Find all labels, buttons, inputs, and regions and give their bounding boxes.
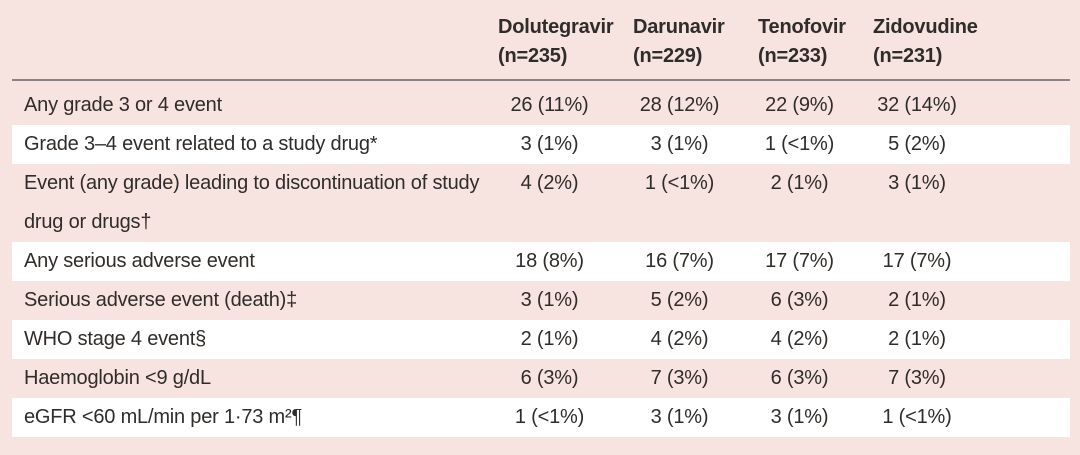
value-cell: 28 (12%) bbox=[639, 94, 720, 116]
spacer-cell bbox=[985, 164, 1070, 242]
value-cell: 2 (1%) bbox=[888, 289, 946, 311]
value-cell: 6 (3%) bbox=[770, 367, 829, 389]
drug-name: Zidovudine bbox=[873, 16, 978, 38]
n-count: (n=235) bbox=[498, 45, 568, 67]
column-header-tenofovir: Tenofovir (n=233) bbox=[750, 0, 865, 81]
row-label: Any grade 3 or 4 event bbox=[24, 94, 222, 116]
n-count: (n=229) bbox=[633, 45, 703, 67]
table-row: WHO stage 4 event§ 2 (1%) 4 (2%) 4 (2%) … bbox=[12, 320, 1070, 359]
spacer-cell bbox=[985, 281, 1070, 320]
value-cell: 16 (7%) bbox=[625, 242, 750, 281]
value-cell: 18 (8%) bbox=[490, 242, 625, 281]
value-cell: 17 (7%) bbox=[750, 242, 865, 281]
spacer-cell bbox=[985, 125, 1070, 164]
spacer-cell bbox=[985, 80, 1070, 125]
value-cell: 2 (1%) bbox=[490, 320, 625, 359]
value-cell: 6 (3%) bbox=[770, 289, 829, 311]
n-count: (n=233) bbox=[758, 45, 828, 67]
value-cell: 7 (3%) bbox=[888, 367, 946, 389]
header-spacer-cell bbox=[985, 0, 1070, 81]
header-empty-cell bbox=[12, 0, 490, 81]
table-row: Event (any grade) leading to discontinua… bbox=[12, 164, 1070, 242]
value-cell: 4 (2%) bbox=[625, 320, 750, 359]
value-cell: 1 (<1%) bbox=[644, 172, 715, 194]
table-header: Dolutegravir (n=235) Darunavir (n=229) T… bbox=[12, 0, 1070, 81]
drug-name: Tenofovir bbox=[758, 16, 846, 38]
header-row: Dolutegravir (n=235) Darunavir (n=229) T… bbox=[12, 0, 1070, 81]
spacer-cell bbox=[985, 242, 1070, 281]
row-label: Grade 3–4 event related to a study drug* bbox=[12, 125, 490, 164]
value-cell: 32 (14%) bbox=[877, 94, 957, 116]
table-row: Haemoglobin <9 g/dL 6 (3%) 7 (3%) 6 (3%)… bbox=[12, 359, 1070, 398]
value-cell: 4 (2%) bbox=[750, 320, 865, 359]
drug-name: Darunavir bbox=[633, 16, 725, 38]
table-body: Any grade 3 or 4 event 26 (11%) 28 (12%)… bbox=[12, 80, 1070, 437]
row-label: Any serious adverse event bbox=[12, 242, 490, 281]
value-cell: 3 (1%) bbox=[888, 172, 946, 194]
value-cell: 3 (1%) bbox=[750, 398, 865, 437]
spacer-cell bbox=[985, 359, 1070, 398]
adverse-events-table: Dolutegravir (n=235) Darunavir (n=229) T… bbox=[12, 0, 1070, 437]
adverse-events-table-container: Dolutegravir (n=235) Darunavir (n=229) T… bbox=[12, 0, 1070, 437]
value-cell: 3 (1%) bbox=[625, 125, 750, 164]
value-cell: 17 (7%) bbox=[865, 242, 985, 281]
value-cell: 4 (2%) bbox=[520, 172, 579, 194]
value-cell: 1 (<1%) bbox=[865, 398, 985, 437]
row-label: Event (any grade) leading to discontinua… bbox=[24, 172, 480, 233]
value-cell: 3 (1%) bbox=[520, 289, 579, 311]
column-header-dolutegravir: Dolutegravir (n=235) bbox=[490, 0, 625, 81]
table-row: Any grade 3 or 4 event 26 (11%) 28 (12%)… bbox=[12, 80, 1070, 125]
column-header-zidovudine: Zidovudine (n=231) bbox=[865, 0, 985, 81]
value-cell: 3 (1%) bbox=[490, 125, 625, 164]
row-label: Serious adverse event (death)‡ bbox=[24, 289, 298, 311]
table-row: eGFR <60 mL/min per 1·73 m²¶ 1 (<1%) 3 (… bbox=[12, 398, 1070, 437]
value-cell: 1 (<1%) bbox=[490, 398, 625, 437]
value-cell: 2 (1%) bbox=[770, 172, 829, 194]
value-cell: 3 (1%) bbox=[625, 398, 750, 437]
column-header-darunavir: Darunavir (n=229) bbox=[625, 0, 750, 81]
value-cell: 7 (3%) bbox=[650, 367, 709, 389]
n-count: (n=231) bbox=[873, 45, 943, 67]
drug-name: Dolutegravir bbox=[498, 16, 614, 38]
spacer-cell bbox=[985, 398, 1070, 437]
value-cell: 5 (2%) bbox=[865, 125, 985, 164]
row-label: Haemoglobin <9 g/dL bbox=[24, 367, 211, 389]
row-label: eGFR <60 mL/min per 1·73 m²¶ bbox=[12, 398, 490, 437]
value-cell: 1 (<1%) bbox=[750, 125, 865, 164]
table-row: Serious adverse event (death)‡ 3 (1%) 5 … bbox=[12, 281, 1070, 320]
value-cell: 26 (11%) bbox=[510, 94, 589, 116]
spacer-cell bbox=[985, 320, 1070, 359]
table-row: Grade 3–4 event related to a study drug*… bbox=[12, 125, 1070, 164]
table-row: Any serious adverse event 18 (8%) 16 (7%… bbox=[12, 242, 1070, 281]
value-cell: 2 (1%) bbox=[865, 320, 985, 359]
value-cell: 6 (3%) bbox=[520, 367, 579, 389]
row-label: WHO stage 4 event§ bbox=[12, 320, 490, 359]
value-cell: 22 (9%) bbox=[765, 94, 834, 116]
value-cell: 5 (2%) bbox=[650, 289, 709, 311]
